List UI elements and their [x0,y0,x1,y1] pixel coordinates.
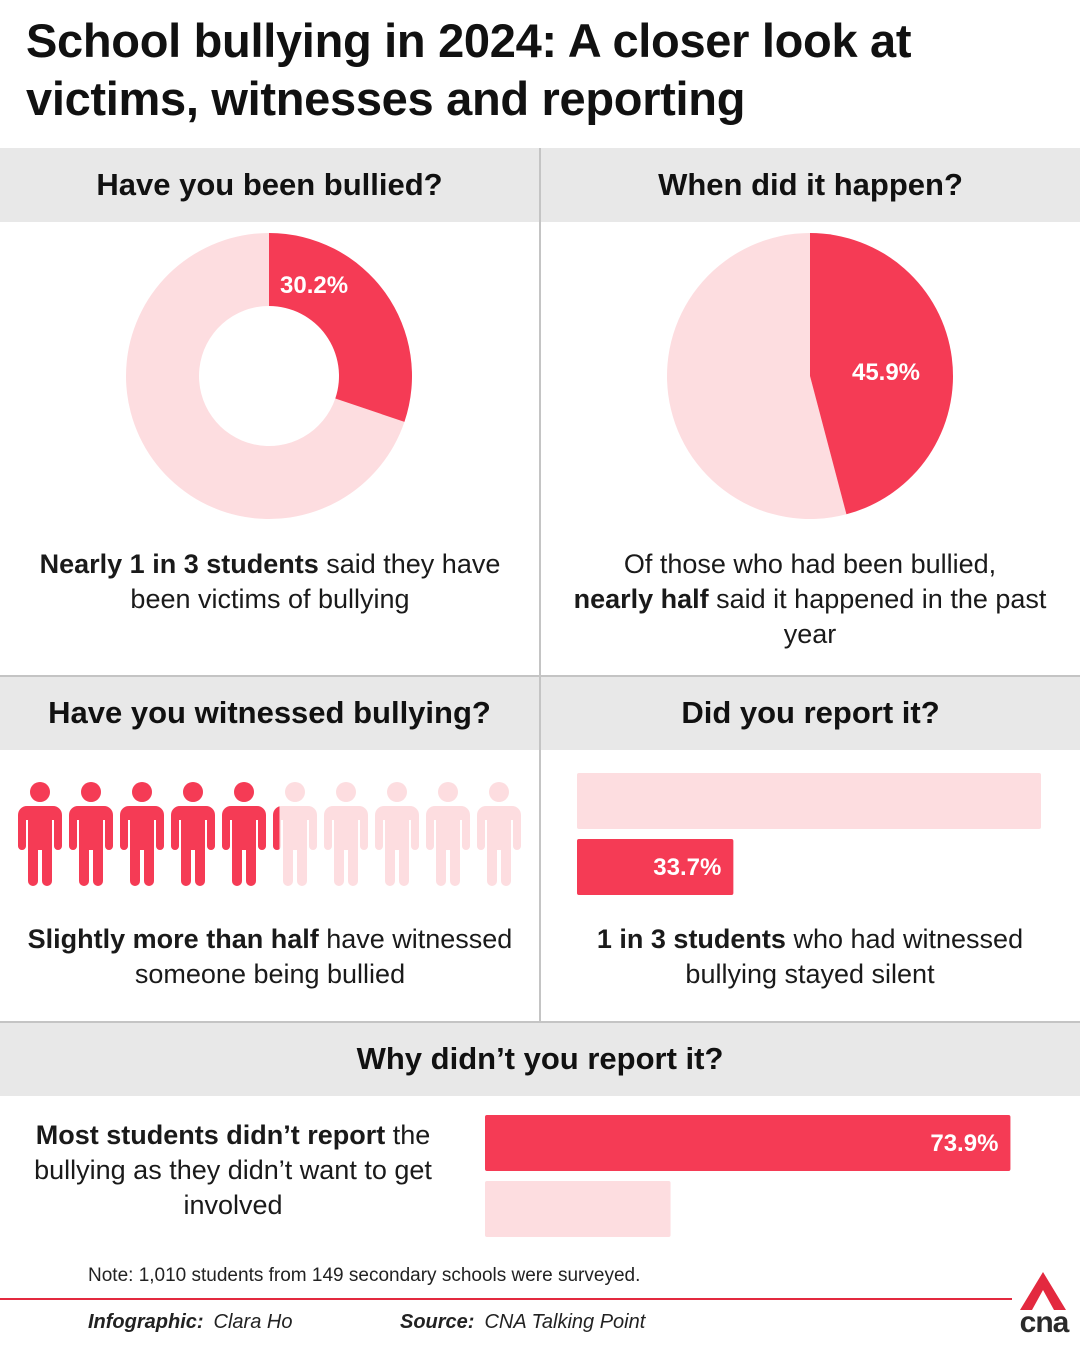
pie-slice-highlight [810,233,953,515]
caption-text: said they have been victims of bullying [130,549,501,614]
person-icon [426,782,470,886]
caption-bold: Most students didn’t report [35,1120,386,1150]
survey-note: Note: 1,010 students from 149 secondary … [88,1265,641,1286]
row-divider [0,675,1080,677]
caption-text: the bullying as they didn’t want to get … [34,1120,432,1220]
donut-value-label: 30.2% [280,272,348,299]
person-icon-filled [120,782,164,886]
caption-bold: Nearly 1 in 3 students [39,549,319,579]
person-icon [273,782,317,886]
pie-value-label: 45.9% [852,359,920,386]
pie-slice-rest [667,233,847,519]
pie-chart: 45.9% [667,233,953,519]
footer-rule [0,1298,1012,1300]
donut-slice-highlight [269,233,412,422]
caption-bullied: Nearly 1 in 3 students said they have be… [20,547,520,617]
person-icon [324,782,368,886]
caption-why: Most students didn’t report the bullying… [28,1118,438,1223]
heading-why: Why didn’t you report it? [356,1041,724,1076]
caption-witnessed: Slightly more than half have witnessed s… [20,922,520,992]
why-bar-chart: 73.9% [485,1115,1011,1237]
credit-label: Infographic: [88,1311,204,1333]
person-icon-filled [171,782,215,886]
source-value: CNA Talking Point [484,1311,646,1333]
donut-slice-rest [126,233,405,519]
person-icon-filled [18,782,62,886]
caption-text: have witnessed someone being bullied [134,924,513,989]
person-icon [477,782,521,886]
heading-bullied: Have you been bullied? [96,167,443,202]
caption-text: Of those who had been bullied, [623,549,997,579]
caption-when: Of those who had been bullied, nearly hal… [562,547,1058,652]
section-band [0,1022,1080,1096]
bar-value-label: 73.9% [930,1130,998,1157]
donut-chart: 30.2% [126,233,412,519]
bar [577,773,1041,829]
infographic-credit: Infographic: Clara Ho [88,1311,292,1334]
cna-logo-text: cna [1019,1306,1070,1339]
cna-logo-icon [1020,1272,1066,1310]
bar-value-label: 33.7% [653,854,721,881]
source-credit: Source: CNA Talking Point [400,1311,645,1334]
pictogram-chart [18,782,521,886]
heading-report: Did you report it? [681,695,940,730]
bar [485,1115,1011,1171]
caption-bold: nearly half [573,584,709,614]
row-divider [0,1021,1080,1023]
bar [577,839,734,895]
caption-text: said it happened in the past year [708,584,1047,649]
person-icon-filled [222,782,266,886]
heading-witnessed: Have you witnessed bullying? [48,695,491,730]
person-icon-filled [69,782,113,886]
caption-bold: Slightly more than half [27,924,319,954]
caption-report: 1 in 3 students who had witnessed bullyi… [560,922,1060,992]
bar [485,1181,671,1237]
person-icon [375,782,419,886]
caption-text: who had witnessed bullying stayed silent [685,924,1024,989]
source-label: Source: [400,1311,475,1333]
credit-value: Clara Ho [213,1311,293,1333]
page-title: School bullying in 2024: A closer look a… [26,14,912,125]
heading-when: When did it happen? [658,167,963,202]
column-divider [539,148,541,1022]
report-bar-chart: 33.7% [577,773,1041,895]
caption-bold: 1 in 3 students [596,924,786,954]
